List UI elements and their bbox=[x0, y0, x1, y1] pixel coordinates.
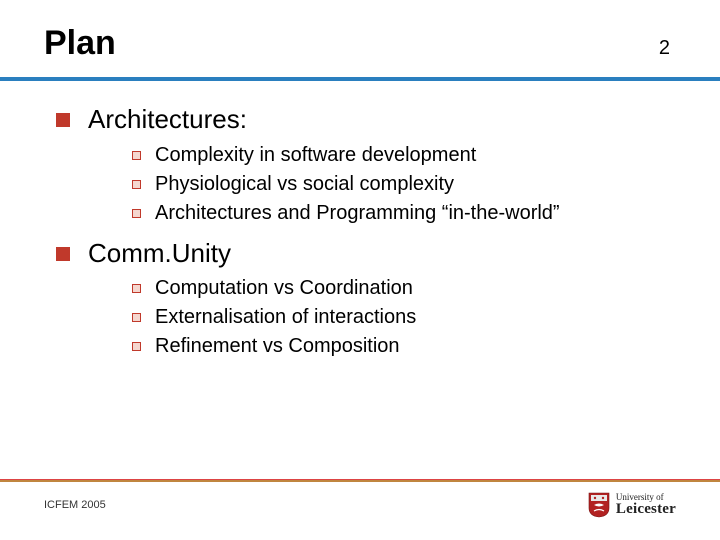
divider-top bbox=[0, 77, 720, 81]
page-number: 2 bbox=[659, 37, 670, 60]
bullet-icon bbox=[132, 342, 141, 351]
bullet-icon bbox=[132, 151, 141, 160]
list-item: Refinement vs Composition bbox=[132, 333, 676, 360]
logo-line2: Leicester bbox=[616, 502, 676, 517]
sub-item-text: Computation vs Coordination bbox=[155, 275, 413, 302]
list-item: Computation vs Coordination bbox=[132, 275, 676, 302]
content-body: Architectures: Complexity in software de… bbox=[44, 103, 676, 360]
footer: ICFEM 2005 University of Leicester bbox=[44, 480, 676, 518]
shield-icon bbox=[588, 492, 610, 518]
bullet-icon bbox=[132, 284, 141, 293]
sub-item-text: Architectures and Programming “in-the-wo… bbox=[155, 200, 560, 227]
list-item: Externalisation of interactions bbox=[132, 304, 676, 331]
logo-text: University of Leicester bbox=[616, 493, 676, 517]
university-logo: University of Leicester bbox=[588, 492, 676, 518]
list-item: Complexity in software development bbox=[132, 142, 676, 169]
list-item: Comm.Unity bbox=[56, 237, 676, 270]
bullet-icon bbox=[132, 209, 141, 218]
bullet-icon bbox=[56, 113, 70, 127]
header: Plan 2 bbox=[44, 24, 676, 63]
list-item: Architectures and Programming “in-the-wo… bbox=[132, 200, 676, 227]
list-item: Architectures: bbox=[56, 103, 676, 136]
bullet-icon bbox=[132, 313, 141, 322]
slide-title: Plan bbox=[44, 24, 116, 63]
sub-item-text: Refinement vs Composition bbox=[155, 333, 400, 360]
sub-item-text: Externalisation of interactions bbox=[155, 304, 416, 331]
sub-item-text: Complexity in software development bbox=[155, 142, 476, 169]
list-item: Physiological vs social complexity bbox=[132, 171, 676, 198]
bullet-icon bbox=[56, 247, 70, 261]
section-heading: Comm.Unity bbox=[88, 237, 231, 270]
footer-label: ICFEM 2005 bbox=[44, 499, 106, 511]
sub-list: Complexity in software development Physi… bbox=[132, 142, 676, 227]
sub-item-text: Physiological vs social complexity bbox=[155, 171, 454, 198]
sub-list: Computation vs Coordination Externalisat… bbox=[132, 275, 676, 360]
section-heading: Architectures: bbox=[88, 103, 247, 136]
footer-row: ICFEM 2005 University of Leicester bbox=[44, 492, 676, 518]
bullet-icon bbox=[132, 180, 141, 189]
divider-bottom bbox=[0, 480, 720, 482]
slide: Plan 2 Architectures: Complexity in soft… bbox=[0, 0, 720, 540]
